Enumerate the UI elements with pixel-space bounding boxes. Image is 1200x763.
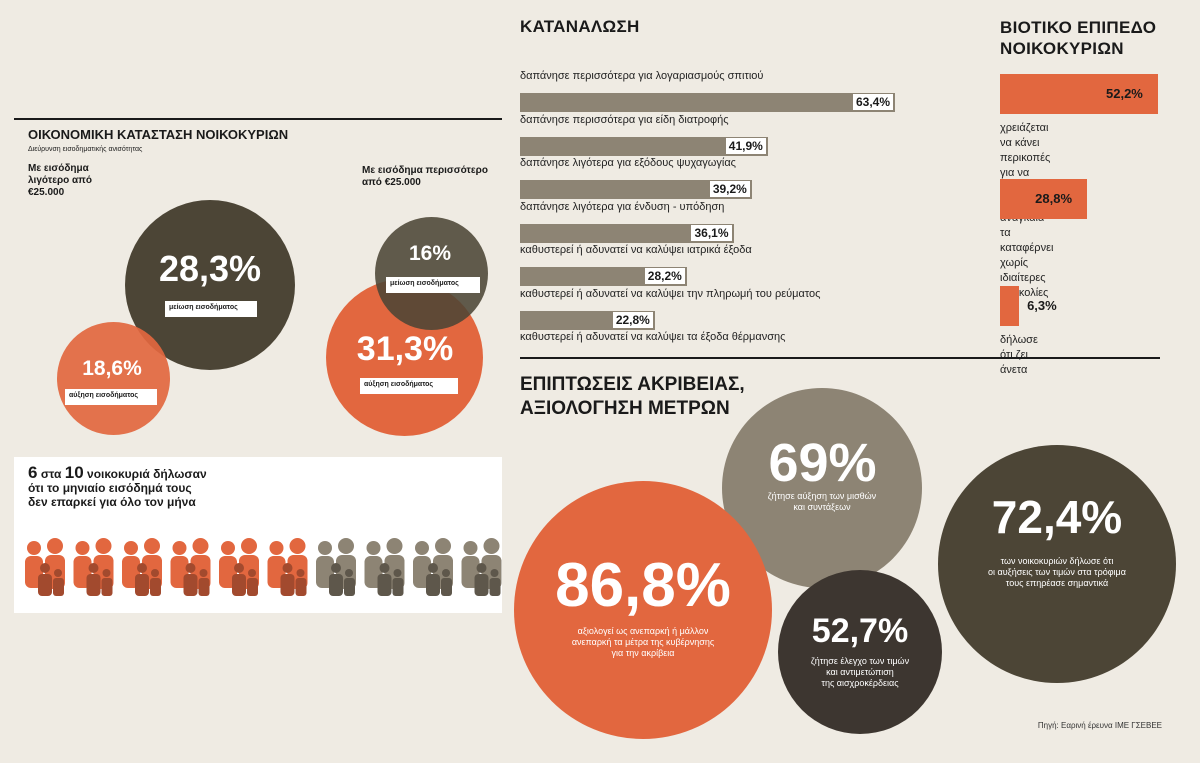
effects-top-rule <box>520 357 1160 359</box>
high-decrease-label: μείωση εισοδήματος <box>386 277 480 293</box>
measures-caption-3: για την ακρίβεια <box>611 648 675 658</box>
living-value-2: 6,3% <box>1027 298 1057 313</box>
households-text-1: νοικοκυριά δήλωσαν <box>87 467 207 481</box>
prices-value: 52,7% <box>811 612 909 650</box>
households-text-3: δεν επαρκεί για όλο τον μήνα <box>28 495 196 509</box>
households-number-1: 6 <box>28 463 38 482</box>
family-icon-7 <box>364 538 405 596</box>
wages-caption-2: και συντάξεων <box>793 502 851 512</box>
family-icon-0 <box>25 538 65 596</box>
prices-caption-1: ζήτησε έλεγχο των τιμών <box>810 656 910 666</box>
effects-title-1: ΕΠΙΠΤΩΣΕΙΣ ΑΚΡΙΒΕΙΑΣ, <box>520 374 745 395</box>
consumption-value-3: 36,1% <box>691 224 732 241</box>
high-increase-label: αύξηση εισοδήματος <box>360 378 458 394</box>
wages-caption: ζήτησε αύξηση των μισθών και συντάξεων <box>737 491 907 513</box>
high-decrease-circle <box>375 217 488 330</box>
consumption-bar-0: 63,4% <box>520 93 895 112</box>
low-increase-label: αύξηση εισοδήματος <box>65 389 157 405</box>
consumption-value-0: 63,4% <box>852 94 893 110</box>
consumption-bar-1: 41,9% <box>520 136 768 156</box>
households-number-2: 10 <box>64 463 84 482</box>
family-icon-5 <box>267 538 308 596</box>
living-title: ΒΙΟΤΙΚΟ ΕΠΙΠΕΔΟ ΝΟΙΚΟΚΥΡΙΩΝ <box>1000 17 1156 59</box>
households-text: 6 στα 10 νοικοκυριά δήλωσαν ότι το μηνια… <box>28 463 207 509</box>
consumption-bar-4: 28,2% <box>520 267 687 286</box>
measures-caption: αξιολογεί ως ανεπαρκή ή μάλλον ανεπαρκή τ… <box>544 626 742 659</box>
consumption-bar-5: 22,8% <box>520 310 655 330</box>
low-income-group-label: Με εισόδημα λιγότερο από €25.000 <box>28 163 92 198</box>
living-value-0: 52,2% <box>1106 86 1143 101</box>
prices-caption: ζήτησε έλεγχο των τιμών και αντιμετώπιση τ… <box>790 656 930 689</box>
measures-value: 86,8% <box>555 551 731 620</box>
living-title-1: ΒΙΟΤΙΚΟ ΕΠΙΠΕΔΟ <box>1000 18 1157 37</box>
living-bar-2 <box>1000 286 1020 326</box>
living-label-2-line-1: δήλωσε ότι ζει άνετα <box>1000 334 1038 376</box>
source-note: Πηγή: Εαρινή έρευνα ΙΜΕ ΓΣΕΒΕΕ <box>1037 721 1162 730</box>
food-caption-3: τους επηρέασε σημαντικά <box>1005 578 1109 588</box>
food-caption: των νοικοκυριών δήλωσε ότι οι αυξήσεις τω… <box>953 556 1161 589</box>
consumption-label-2: δαπάνησε λιγότερα για εξόδους ψυχαγωγίας <box>520 157 736 169</box>
low-increase-circle <box>57 322 170 435</box>
consumption-bar-2: 39,2% <box>520 180 752 199</box>
consumption-value-1: 41,9% <box>725 137 766 154</box>
consumption-title: ΚΑΤΑΝΑΛΩΣΗ <box>520 17 640 36</box>
living-value-1: 28,8% <box>1035 191 1073 206</box>
effects-title-2: ΑΞΙΟΛΟΓΗΣΗ ΜΕΤΡΩΝ <box>520 398 730 419</box>
consumption-bar-3: 36,1% <box>520 223 734 243</box>
living-bar-0 <box>1000 74 1158 114</box>
high-decrease-value: 16% <box>408 242 452 265</box>
low-decrease-value: 28,3% <box>158 248 262 289</box>
low-decrease-label: μείωση εισοδήματος <box>165 301 257 317</box>
consumption-label-4: καθυστερεί ή αδυνατεί να καλύψει ιατρικά… <box>520 244 752 256</box>
income-top-rule <box>14 118 502 120</box>
low-increase-value: 18,6% <box>82 357 142 380</box>
family-icon-1 <box>73 538 114 596</box>
food-circle <box>938 445 1176 683</box>
consumption-label-1: δαπάνησε περισσότερα για είδη διατροφής <box>520 113 729 126</box>
food-caption-2: οι αυξήσεις των τιμών στα τρόφιμα <box>988 567 1126 577</box>
consumption-value-4: 28,2% <box>644 268 685 284</box>
consumption-label-5: καθυστερεί ή αδυνατεί να καλύψει την πλη… <box>520 287 821 300</box>
family-icon-6 <box>316 538 356 596</box>
consumption-label-6: καθυστερεί ή αδυνατεί να καλύψει τα έξοδ… <box>520 331 786 343</box>
family-icon-3 <box>170 538 211 596</box>
effects-title: ΕΠΙΠΤΩΣΕΙΣ ΑΚΡΙΒΕΙΑΣ, ΑΞΙΟΛΟΓΗΣΗ ΜΕΤΡΩΝ <box>520 373 745 421</box>
household-icons <box>25 538 502 596</box>
measures-caption-2: ανεπαρκή τα μέτρα της κυβέρνησης <box>571 637 715 647</box>
wages-caption-1: ζήτησε αύξηση των μισθών <box>767 491 877 501</box>
prices-circle <box>778 570 942 734</box>
households-word: στα <box>40 467 62 481</box>
food-value: 72,4% <box>991 491 1123 543</box>
living-title-2: ΝΟΙΚΟΚΥΡΙΩΝ <box>1000 39 1124 58</box>
consumption-label-3: δαπάνησε λιγότερα για ένδυση - υπόδηση <box>520 200 725 213</box>
living-label-1-line-1: τα καταφέρνει χωρίς <box>1000 227 1054 269</box>
measures-circle <box>514 481 772 739</box>
food-caption-1: των νοικοκυριών δήλωσε ότι <box>1000 556 1114 566</box>
income-subtitle: Διεύρυνση εισοδηματικής ανισότητας <box>28 146 143 153</box>
high-increase-value: 31,3% <box>356 330 454 368</box>
living-label-2: δήλωσε ότι ζει άνετα <box>1000 333 1038 378</box>
family-icon-4 <box>219 538 259 596</box>
income-title: ΟΙΚΟΝΟΜΙΚΗ ΚΑΤΑΣΤΑΣΗ ΝΟΙΚΟΚΥΡΙΩΝ <box>28 127 289 142</box>
family-icon-2 <box>122 538 162 596</box>
consumption-value-5: 22,8% <box>612 311 653 328</box>
family-icon-8 <box>413 538 453 596</box>
consumption-label-0: δαπάνησε περισσότερα για λογαριασμούς σπ… <box>520 70 764 82</box>
living-label-0-line-1: χρειάζεται να κάνει περικοπές <box>1000 122 1051 164</box>
consumption-value-2: 39,2% <box>709 181 750 197</box>
living-bar-1 <box>1000 179 1088 219</box>
high-income-group-label: Με εισόδημα περισσότερο από €25.000 <box>362 165 488 188</box>
prices-caption-2: και αντιμετώπιση <box>826 667 894 677</box>
prices-caption-3: της αισχροκέρδειας <box>821 678 899 688</box>
wages-value: 69% <box>768 433 877 493</box>
households-text-2: ότι το μηνιαίο εισόδημά τους <box>28 481 192 495</box>
family-icon-9 <box>461 538 502 596</box>
measures-caption-1: αξιολογεί ως ανεπαρκή ή μάλλον <box>577 626 709 636</box>
